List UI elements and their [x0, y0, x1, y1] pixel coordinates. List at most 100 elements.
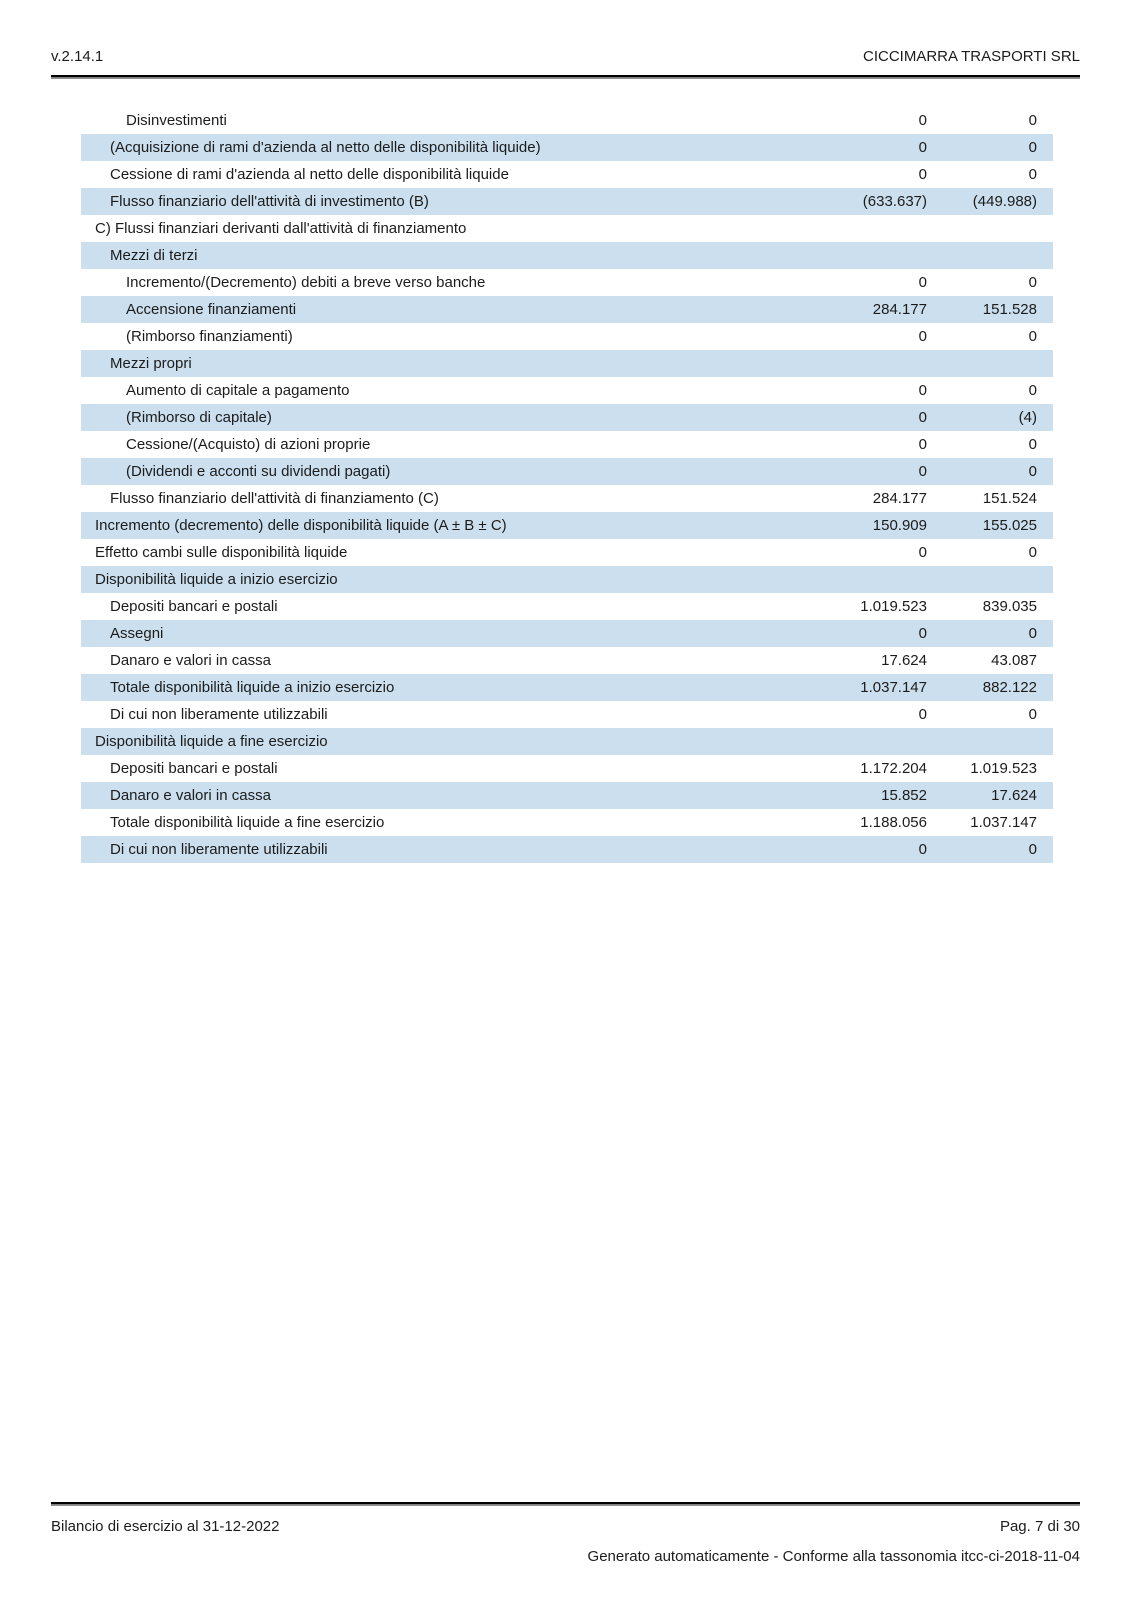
table-row: Totale disponibilità liquide a inizio es…: [81, 674, 1053, 701]
table-row: Di cui non liberamente utilizzabili 0 0: [81, 836, 1053, 863]
row-value-previous-year: 151.528: [982, 301, 1037, 318]
row-label: Disponibilità liquide a inizio esercizio: [95, 571, 338, 588]
table-row: (Rimborso di capitale) 0 (4): [81, 404, 1053, 431]
row-label: Di cui non liberamente utilizzabili: [110, 706, 328, 723]
row-label: (Acquisizione di rami d'azienda al netto…: [110, 139, 541, 156]
row-label: Mezzi propri: [110, 355, 192, 372]
row-value-current-year: 0: [918, 166, 927, 183]
row-value-previous-year: 0: [1028, 706, 1037, 723]
row-label: (Rimborso di capitale): [126, 409, 272, 426]
table-row: Incremento (decremento) delle disponibil…: [81, 512, 1053, 539]
table-row: (Rimborso finanziamenti) 0 0: [81, 323, 1053, 350]
table-row: Effetto cambi sulle disponibilità liquid…: [81, 539, 1053, 566]
table-row: Danaro e valori in cassa 15.852 17.624: [81, 782, 1053, 809]
table-row: Disponibilità liquide a fine esercizio: [81, 728, 1053, 755]
row-value-current-year: 1.037.147: [860, 679, 927, 696]
footer-page-number: Pag. 7 di 30: [999, 1518, 1080, 1535]
row-label: (Rimborso finanziamenti): [126, 328, 293, 345]
row-value-previous-year: 0: [1028, 436, 1037, 453]
row-label: Depositi bancari e postali: [110, 760, 278, 777]
row-label: Flusso finanziario dell'attività di fina…: [110, 490, 439, 507]
table-row: Flusso finanziario dell'attività di fina…: [81, 485, 1053, 512]
table-row: C) Flussi finanziari derivanti dall'atti…: [81, 215, 1053, 242]
row-label: (Dividendi e acconti su dividendi pagati…: [126, 463, 391, 480]
row-value-previous-year: 1.037.147: [970, 814, 1037, 831]
row-value-previous-year: 0: [1028, 328, 1037, 345]
row-label: Aumento di capitale a pagamento: [126, 382, 350, 399]
table-row: (Dividendi e acconti su dividendi pagati…: [81, 458, 1053, 485]
row-value-current-year: (633.637): [862, 193, 927, 210]
row-value-current-year: 1.188.056: [860, 814, 927, 831]
table-row: Danaro e valori in cassa 17.624 43.087: [81, 647, 1053, 674]
row-label: Danaro e valori in cassa: [110, 652, 271, 669]
row-label: Flusso finanziario dell'attività di inve…: [110, 193, 429, 210]
row-value-previous-year: 0: [1028, 382, 1037, 399]
cash-flow-table: Disinvestimenti 0 0 (Acquisizione di rami d…: [81, 107, 1053, 863]
table-row: Assegni 0 0: [81, 620, 1053, 647]
row-label: Disinvestimenti: [126, 112, 227, 129]
row-value-current-year: 0: [918, 112, 927, 129]
row-value-current-year: 0: [918, 625, 927, 642]
row-value-current-year: 150.909: [872, 517, 927, 534]
row-label: Totale disponibilità liquide a inizio es…: [110, 679, 395, 696]
row-value-previous-year: 0: [1028, 139, 1037, 156]
row-label: C) Flussi finanziari derivanti dall'atti…: [95, 220, 467, 237]
row-value-current-year: 0: [918, 463, 927, 480]
row-value-previous-year: 0: [1028, 274, 1037, 291]
row-value-current-year: 1.019.523: [860, 598, 927, 615]
table-row: Flusso finanziario dell'attività di inve…: [81, 188, 1053, 215]
company-name: CICCIMARRA TRASPORTI SRL: [863, 48, 1080, 65]
row-value-current-year: 1.172.204: [860, 760, 927, 777]
version-label: v.2.14.1: [51, 48, 104, 65]
row-value-previous-year: 0: [1028, 544, 1037, 561]
page-footer: Bilancio di esercizio al 31-12-2022 Pag.…: [51, 1518, 1080, 1535]
row-value-current-year: 284.177: [872, 301, 927, 318]
table-row: Mezzi di terzi: [81, 242, 1053, 269]
row-value-previous-year: 0: [1028, 841, 1037, 858]
row-label: Cessione di rami d'azienda al netto dell…: [110, 166, 509, 183]
table-row: Disinvestimenti 0 0: [81, 107, 1053, 134]
table-row: Incremento/(Decremento) debiti a breve v…: [81, 269, 1053, 296]
row-value-current-year: 0: [918, 841, 927, 858]
row-label: Effetto cambi sulle disponibilità liquid…: [95, 544, 348, 561]
row-label: Danaro e valori in cassa: [110, 787, 271, 804]
row-value-current-year: 15.852: [881, 787, 927, 804]
row-value-previous-year: 17.624: [991, 787, 1037, 804]
row-value-current-year: 0: [918, 544, 927, 561]
row-value-previous-year: 155.025: [982, 517, 1037, 534]
row-value-current-year: 17.624: [881, 652, 927, 669]
table-row: Accensione finanziamenti 284.177 151.528: [81, 296, 1053, 323]
row-label: Incremento (decremento) delle disponibil…: [95, 517, 507, 534]
table-row: Mezzi propri: [81, 350, 1053, 377]
row-label: Disponibilità liquide a fine esercizio: [95, 733, 328, 750]
row-value-previous-year: 151.524: [982, 490, 1037, 507]
row-value-current-year: 284.177: [872, 490, 927, 507]
row-value-current-year: 0: [918, 436, 927, 453]
table-row: (Acquisizione di rami d'azienda al netto…: [81, 134, 1053, 161]
row-value-previous-year: 0: [1028, 625, 1037, 642]
row-value-previous-year: 0: [1028, 112, 1037, 129]
row-value-previous-year: 0: [1028, 463, 1037, 480]
table-row: Depositi bancari e postali 1.172.204 1.019…: [81, 755, 1053, 782]
footer-rule: [51, 1502, 1080, 1506]
table-row: Disponibilità liquide a inizio esercizio: [81, 566, 1053, 593]
table-row: Di cui non liberamente utilizzabili 0 0: [81, 701, 1053, 728]
row-value-current-year: 0: [918, 328, 927, 345]
page-header: v.2.14.1 CICCIMARRA TRASPORTI SRL: [51, 48, 1080, 65]
row-label: Depositi bancari e postali: [110, 598, 278, 615]
row-value-current-year: 0: [918, 409, 927, 426]
row-value-previous-year: 882.122: [982, 679, 1037, 696]
row-value-current-year: 0: [918, 139, 927, 156]
header-rule: [51, 75, 1080, 79]
row-value-current-year: 0: [918, 706, 927, 723]
row-value-previous-year: 839.035: [982, 598, 1037, 615]
row-value-previous-year: 1.019.523: [970, 760, 1037, 777]
row-value-current-year: 0: [918, 382, 927, 399]
table-row: Depositi bancari e postali 1.019.523 839.0…: [81, 593, 1053, 620]
table-row: Aumento di capitale a pagamento 0 0: [81, 377, 1053, 404]
footer-doc-title: Bilancio di esercizio al 31-12-2022: [51, 1518, 280, 1535]
row-value-previous-year: 0: [1028, 166, 1037, 183]
row-value-previous-year: (449.988): [972, 193, 1037, 210]
row-value-previous-year: (4): [1018, 409, 1037, 426]
